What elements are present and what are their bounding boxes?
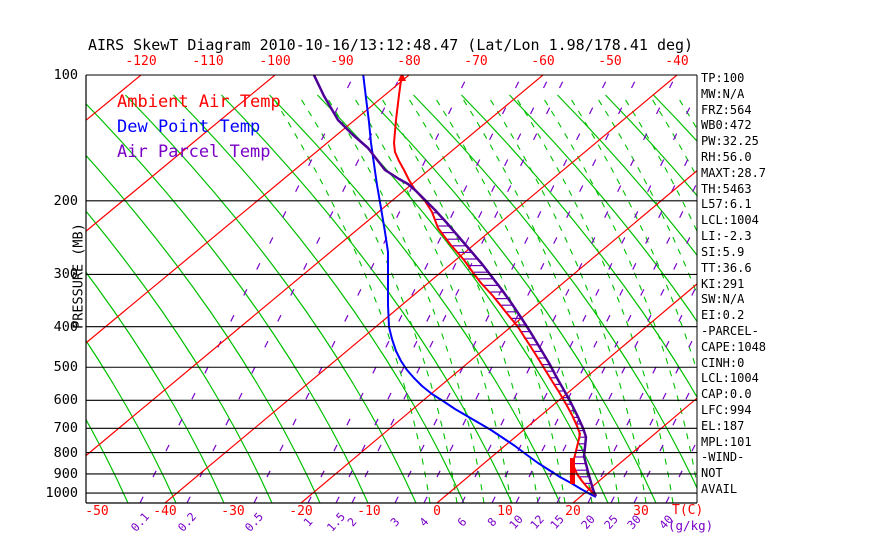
temp-unit-label: T(C) (672, 503, 704, 518)
stat-line-el: EL:187 (701, 418, 745, 433)
bottom-temp-tick-label: -30 (221, 504, 245, 519)
bottom-temp-tick-label: 30 (633, 504, 649, 519)
bottom-temp-tick-label: 0 (433, 504, 441, 519)
pressure-tick-label: 600 (53, 392, 78, 409)
top-temp-tick-label: -80 (397, 54, 421, 69)
stat-line-cap: CAP:0.0 (701, 387, 752, 402)
stat-line-wb0: WB0:472 (701, 118, 752, 133)
top-temp-tick-label: -70 (464, 54, 488, 69)
stat-line-si: SI:5.9 (701, 244, 745, 259)
pressure-tick-label: 400 (53, 318, 78, 335)
bottom-temp-tick-label: 10 (497, 504, 513, 519)
stat-line-cinh: CINH:0 (701, 355, 745, 370)
stat-line-rh: RH:56.0 (701, 150, 752, 165)
stat-line-cape: CAPE:1048 (701, 339, 767, 354)
stat-line-lcl: LCL:1004 (701, 371, 759, 386)
stat-line-lfc: LFC:994 (701, 403, 752, 417)
legend-dew-point-temp: Dew Point Temp (117, 117, 261, 137)
stat-line-ki: KI:291 (701, 276, 745, 291)
pressure-tick-label: 300 (53, 266, 78, 283)
stat-line-th: TH:5463 (701, 181, 752, 196)
top-temp-tick-label: -40 (665, 54, 689, 69)
mixing-unit-label: (g/kg) (668, 518, 714, 533)
chart-title: AIRS SkewT Diagram 2010-10-16/13:12:48.4… (88, 36, 694, 54)
stat-line-frz: FRZ:564 (701, 102, 752, 117)
bottom-temp-tick-label: -20 (289, 504, 313, 519)
pressure-tick-label: 500 (53, 359, 78, 376)
bottom-temp-tick-label: -40 (153, 504, 177, 519)
stat-line-not: NOT (701, 466, 723, 481)
stat-line-pw: PW:32.25 (701, 134, 759, 149)
stat-line-tp: TP:100 (701, 71, 745, 85)
legend-air-parcel-temp: Air Parcel Temp (117, 142, 271, 162)
stat-line-wind: -WIND- (701, 450, 745, 465)
stat-line-tt: TT:36.6 (701, 260, 752, 275)
bottom-temp-tick-label: -50 (85, 504, 109, 519)
stat-line-avail: AVAIL (701, 482, 738, 497)
stat-line-parcel: -PARCEL- (701, 323, 759, 338)
top-temp-tick-label: -120 (125, 54, 157, 69)
top-temp-tick-label: -60 (531, 54, 555, 69)
stat-line-ei: EI:0.2 (701, 308, 745, 323)
stat-line-li: LI:-2.3 (701, 229, 752, 244)
pressure-tick-label: 200 (53, 192, 78, 209)
pressure-tick-label: 1000 (45, 485, 78, 502)
bottom-temp-tick-label: 20 (565, 504, 581, 519)
top-temp-tick-label: -100 (259, 54, 291, 69)
stat-line-lcl: LCL:1004 (701, 213, 759, 228)
legend-ambient-air-temp: Ambient Air Temp (117, 92, 281, 112)
top-temp-tick-label: -50 (598, 54, 622, 69)
stat-line-mw: MW:N/A (701, 86, 745, 101)
stat-line-sw: SW:N/A (701, 292, 745, 307)
stat-line-l57: L57:6.1 (701, 197, 752, 212)
pressure-tick-label: 800 (53, 444, 78, 461)
pressure-tick-label: 100 (53, 67, 78, 83)
pressure-tick-label: 900 (53, 465, 78, 482)
stat-line-maxt: MAXT:28.7 (701, 165, 767, 180)
stat-line-mpl: MPL:101 (701, 434, 752, 449)
pressure-tick-label: 700 (53, 420, 78, 437)
bottom-temp-tick-label: -10 (357, 504, 381, 519)
top-temp-tick-label: -110 (192, 54, 224, 69)
top-temp-tick-label: -90 (330, 54, 354, 69)
